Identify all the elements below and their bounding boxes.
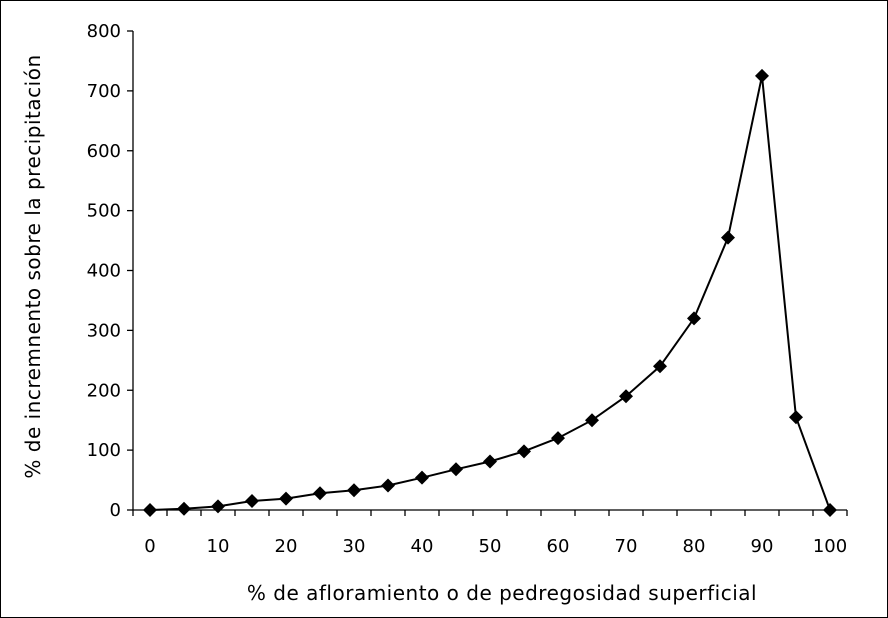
data-point-marker (415, 470, 429, 485)
x-tick-label: 40 (411, 536, 434, 557)
x-tick-label: 10 (207, 536, 230, 557)
y-tick-label: 200 (87, 380, 121, 401)
x-tick-label: 30 (343, 536, 366, 557)
data-point-marker (211, 499, 225, 514)
data-point-marker (619, 389, 633, 404)
y-tick-label: 0 (110, 500, 121, 521)
x-tick-label: 90 (751, 536, 774, 557)
data-point-marker (381, 478, 395, 493)
x-tick-label: 20 (275, 536, 298, 557)
x-tick-label: 70 (615, 536, 638, 557)
data-point-marker (177, 501, 191, 516)
y-tick-label: 100 (87, 440, 121, 461)
data-point-marker (789, 410, 803, 425)
data-point-marker (755, 68, 769, 83)
data-point-marker (313, 486, 327, 501)
y-tick-label: 400 (87, 261, 121, 282)
data-point-marker (823, 503, 837, 517)
x-tick-label: 100 (813, 536, 847, 557)
data-point-marker (245, 494, 259, 509)
data-point-marker (483, 454, 497, 469)
y-tick-label: 600 (87, 141, 121, 162)
axes (132, 31, 847, 511)
y-axis-title: % de incremnento sobre la precipitación (21, 54, 45, 478)
data-point-marker (517, 444, 531, 459)
series-line (149, 75, 831, 511)
y-tick-label: 800 (87, 21, 121, 42)
data-point-marker (687, 311, 701, 326)
x-axis-title: % de afloramiento o de pedregosidad supe… (247, 581, 757, 605)
x-tick-label: 50 (479, 536, 502, 557)
y-tick-label: 300 (87, 320, 121, 341)
data-point-marker (279, 491, 293, 506)
y-tick-label: 700 (87, 81, 121, 102)
x-tick-label: 80 (683, 536, 706, 557)
data-markers (143, 68, 837, 517)
y-tick-label: 500 (87, 201, 121, 222)
tick-labels: 0 100 200 300 400 500 600 700 800 0 10 20 30 40 50 60 70… (87, 21, 848, 557)
data-point-marker (653, 359, 667, 374)
data-point-marker (449, 462, 463, 477)
ticks (127, 30, 848, 516)
x-tick-label: 60 (547, 536, 570, 557)
data-point-marker (551, 431, 565, 446)
data-point-marker (585, 413, 599, 428)
data-point-marker (143, 503, 157, 517)
data-point-marker (721, 230, 735, 245)
x-tick-label: 0 (144, 536, 155, 557)
data-point-marker (347, 483, 361, 498)
